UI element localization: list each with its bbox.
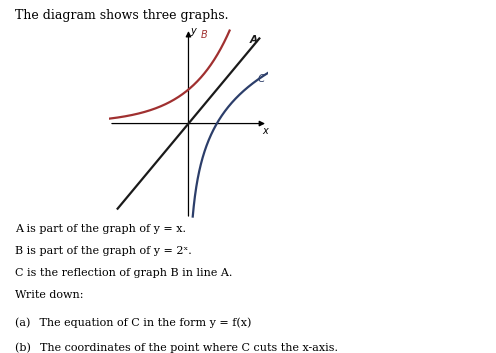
Text: A is part of the graph of y = x.: A is part of the graph of y = x. [15, 224, 186, 234]
Text: x: x [263, 126, 268, 136]
Text: (a)  The equation of C in the form y = f(x): (a) The equation of C in the form y = f(… [15, 317, 251, 328]
Text: y: y [190, 26, 196, 36]
Text: A: A [249, 35, 257, 45]
Text: (b)  The coordinates of the point where C cuts the x-axis.: (b) The coordinates of the point where C… [15, 342, 338, 353]
Text: The diagram shows three graphs.: The diagram shows three graphs. [15, 9, 228, 22]
Text: C is the reflection of graph B in line A.: C is the reflection of graph B in line A… [15, 268, 232, 278]
Text: B is part of the graph of y = 2ˣ.: B is part of the graph of y = 2ˣ. [15, 246, 191, 256]
Text: B: B [201, 30, 207, 40]
Text: Write down:: Write down: [15, 290, 83, 300]
Text: C: C [257, 74, 264, 84]
